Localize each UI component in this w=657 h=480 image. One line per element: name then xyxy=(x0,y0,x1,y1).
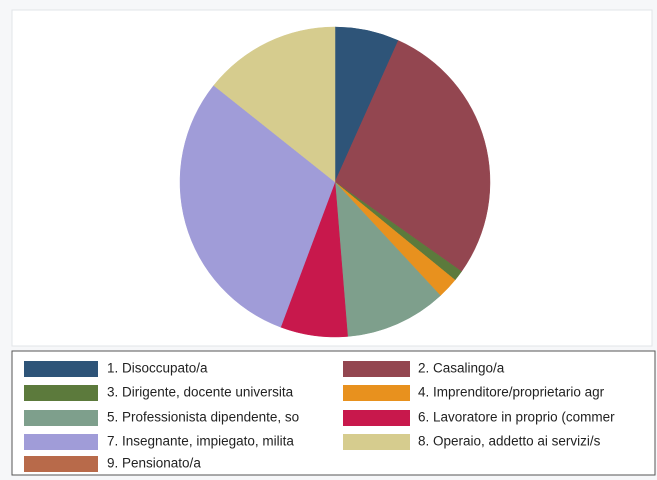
legend-entries: 1. Disoccupato/a 2. Casalingo/a 3. Dirigen… xyxy=(24,361,615,472)
legend-swatch xyxy=(343,434,410,450)
legend-label: 3. Dirigente, docente universita xyxy=(107,385,294,400)
pie-slice xyxy=(334,40,491,272)
legend-swatch xyxy=(24,361,98,377)
legend-swatch xyxy=(24,410,98,426)
pie-slice xyxy=(334,181,441,337)
legend xyxy=(11,350,656,476)
legend-label: 7. Insegnante, impiegato, milita xyxy=(107,434,294,449)
legend-label: 5. Professionista dipendente, so xyxy=(107,410,299,425)
pie-slice xyxy=(179,85,336,328)
legend-label: 4. Imprenditore/proprietario agr xyxy=(418,385,605,400)
legend-swatch xyxy=(24,434,98,450)
legend-label: 2. Casalingo/a xyxy=(418,361,505,376)
legend-swatch xyxy=(343,410,410,426)
pie xyxy=(179,26,491,338)
legend-swatch xyxy=(24,456,98,472)
legend-label: 1. Disoccupato/a xyxy=(107,361,208,376)
legend-swatch xyxy=(343,361,410,377)
legend-label: 9. Pensionato/a xyxy=(107,456,201,471)
legend-label: 8. Operaio, addetto ai servizi/s xyxy=(418,434,601,449)
legend-swatch xyxy=(343,385,410,401)
pie-slice xyxy=(213,26,336,183)
legend-label: 6. Lavoratore in proprio (commer xyxy=(418,410,615,425)
legend-swatch xyxy=(24,385,98,401)
